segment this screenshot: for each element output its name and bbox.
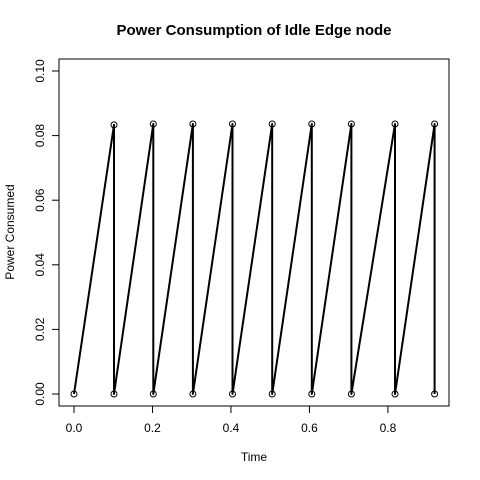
data-point — [229, 120, 236, 128]
x-tick-label: 0.2 — [144, 421, 161, 435]
data-point — [308, 120, 316, 128]
data-point — [229, 390, 236, 398]
series-line — [73, 123, 436, 395]
x-tick-label: 0.8 — [380, 421, 397, 435]
y-axis-label: Power Consumed — [3, 184, 17, 279]
y-tick-label: 0.08 — [33, 124, 47, 148]
data-point — [189, 120, 197, 128]
data-point — [70, 390, 78, 398]
data-point — [110, 121, 118, 129]
data-point — [431, 120, 439, 128]
data-point — [308, 390, 316, 398]
data-point — [391, 390, 399, 398]
plot-area-frame — [58, 58, 450, 407]
y-tick-label: 0.04 — [33, 253, 47, 277]
chart-title: Power Consumption of Idle Edge node — [116, 22, 391, 39]
data-point — [189, 390, 197, 398]
data-point — [110, 390, 118, 398]
data-point — [149, 390, 157, 398]
data-point — [347, 390, 355, 398]
y-tick-label: 0.06 — [33, 188, 47, 212]
x-axis-label: Time — [241, 450, 268, 464]
data-point — [268, 120, 276, 128]
x-axis: 0.0 0.2 0.4 0.6 0.8 — [66, 405, 397, 435]
data-point — [391, 120, 399, 128]
y-tick-label: 0.00 — [33, 382, 47, 406]
series-layer — [70, 120, 439, 398]
x-tick-label: 0.6 — [301, 421, 318, 435]
data-point — [149, 120, 157, 128]
data-point — [347, 120, 355, 128]
y-tick-label: 0.02 — [33, 317, 47, 341]
data-point — [268, 390, 276, 398]
y-axis: 0.00 0.02 0.04 0.06 0.08 0.10 — [33, 59, 60, 406]
data-point — [431, 390, 439, 398]
x-tick-label: 0.0 — [66, 421, 83, 435]
y-tick-label: 0.10 — [33, 59, 47, 83]
x-tick-label: 0.4 — [223, 421, 240, 435]
